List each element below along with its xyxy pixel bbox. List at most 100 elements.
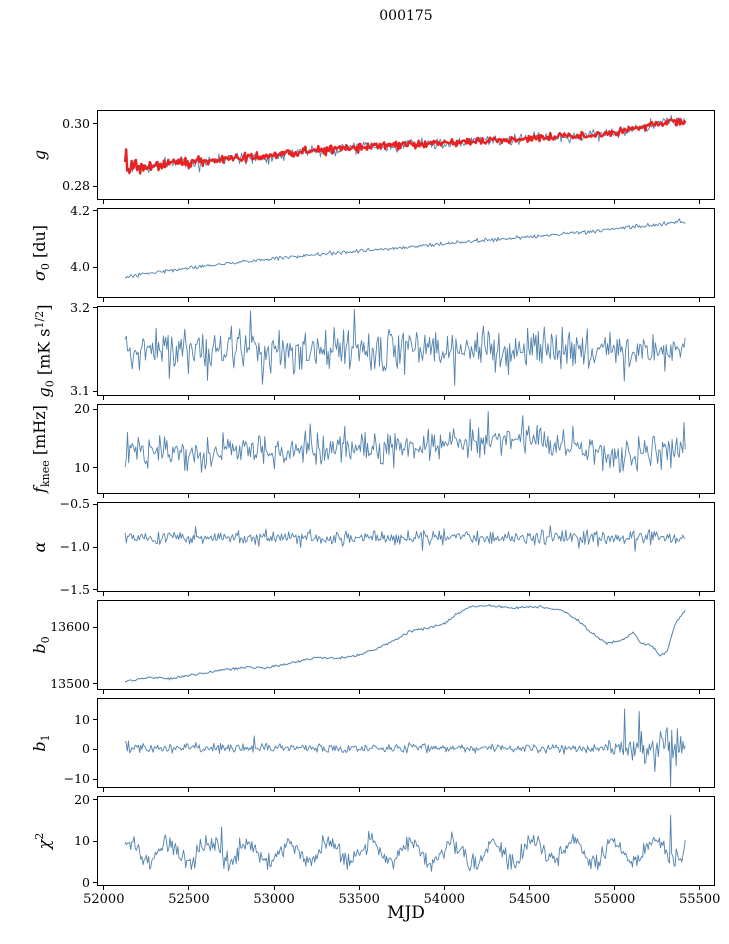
y-tick-mark xyxy=(93,185,97,187)
x-tick-mark xyxy=(188,298,190,302)
x-tick-mark xyxy=(443,298,445,302)
x-tick-label: 53000 xyxy=(253,892,295,907)
x-tick-mark xyxy=(273,592,275,596)
axes-frame xyxy=(97,698,715,788)
x-tick-mark xyxy=(614,592,616,596)
series-f-knee xyxy=(124,411,686,474)
axes-frame xyxy=(97,208,715,298)
y-tick-label: 20 xyxy=(74,791,90,807)
axes-frame xyxy=(97,110,715,200)
x-tick-mark xyxy=(528,592,530,596)
x-tick-label: 54500 xyxy=(508,892,551,907)
subplot-chi2-canvas xyxy=(97,796,715,886)
x-tick-mark xyxy=(443,788,445,792)
y-axis-label-part: ] xyxy=(34,304,54,311)
y-tick-label: 0.28 xyxy=(62,178,90,194)
y-tick-mark xyxy=(93,840,97,842)
figure-title: 000175 xyxy=(379,8,433,24)
x-tick-mark xyxy=(103,494,105,498)
y-axis-label-chi2: χ2 xyxy=(29,711,53,944)
subplot-alpha xyxy=(97,502,715,592)
y-tick-mark xyxy=(93,503,97,505)
subplot-b1-canvas xyxy=(97,698,715,788)
x-tick-label: 55500 xyxy=(678,892,721,907)
y-tick-label: −1.0 xyxy=(59,539,90,554)
x-tick-mark xyxy=(528,396,530,400)
y-tick-label: 4.2 xyxy=(70,202,90,218)
x-tick-mark xyxy=(358,690,360,694)
x-tick-mark xyxy=(614,886,616,890)
x-tick-mark xyxy=(614,494,616,498)
x-tick-mark xyxy=(614,298,616,302)
x-tick-mark xyxy=(103,592,105,596)
x-tick-mark xyxy=(273,788,275,792)
subplot-sigma0-canvas xyxy=(97,208,715,298)
x-tick-mark xyxy=(528,886,530,890)
x-tick-mark xyxy=(614,396,616,400)
y-tick-label: 10 xyxy=(74,459,90,475)
x-tick-mark xyxy=(273,396,275,400)
x-tick-mark xyxy=(188,396,190,400)
y-tick-mark xyxy=(93,589,97,591)
x-tick-mark xyxy=(188,592,190,596)
subplot-b1 xyxy=(97,698,715,788)
x-tick-mark xyxy=(188,200,190,204)
x-tick-mark xyxy=(443,494,445,498)
subplot-g0-canvas xyxy=(97,306,715,396)
x-tick-mark xyxy=(103,788,105,792)
y-tick-label: 13500 xyxy=(50,675,90,691)
x-tick-mark xyxy=(273,494,275,498)
x-tick-mark xyxy=(614,200,616,204)
axes-frame xyxy=(97,404,715,494)
x-tick-mark xyxy=(699,592,701,596)
x-tick-mark xyxy=(188,494,190,498)
y-tick-label: 20 xyxy=(74,401,90,417)
series-alpha xyxy=(124,525,686,552)
y-tick-label: −10 xyxy=(63,771,90,787)
series-b1 xyxy=(124,708,686,788)
x-tick-mark xyxy=(358,396,360,400)
x-tick-label: 53500 xyxy=(338,892,380,907)
y-tick-mark xyxy=(93,467,97,469)
x-tick-mark xyxy=(273,690,275,694)
x-tick-mark xyxy=(443,592,445,596)
series-b0 xyxy=(124,604,686,683)
y-tick-mark xyxy=(93,390,97,392)
y-tick-mark xyxy=(93,683,97,685)
x-tick-mark xyxy=(699,200,701,204)
y-tick-mark xyxy=(93,778,97,780)
subplot-b0-canvas xyxy=(97,600,715,690)
y-tick-label: 10 xyxy=(74,833,90,849)
x-tick-mark xyxy=(614,690,616,694)
y-tick-mark xyxy=(93,626,97,628)
y-tick-mark xyxy=(93,210,97,212)
x-tick-mark xyxy=(699,886,701,890)
y-tick-mark xyxy=(93,266,97,268)
x-tick-mark xyxy=(103,886,105,890)
y-tick-mark xyxy=(93,408,97,410)
x-tick-mark xyxy=(273,298,275,302)
x-tick-mark xyxy=(528,494,530,498)
x-tick-mark xyxy=(358,788,360,792)
subplot-g-canvas xyxy=(97,110,715,200)
y-tick-label: 3.1 xyxy=(70,383,90,398)
x-tick-mark xyxy=(103,396,105,400)
x-tick-label: 52500 xyxy=(168,892,210,907)
series-g0 xyxy=(124,308,686,386)
x-tick-mark xyxy=(358,494,360,498)
x-tick-mark xyxy=(103,298,105,302)
y-tick-mark xyxy=(93,546,97,548)
x-tick-mark xyxy=(699,396,701,400)
x-tick-mark xyxy=(528,690,530,694)
y-tick-mark xyxy=(93,123,97,125)
subplot-f_knee-canvas xyxy=(97,404,715,494)
x-tick-mark xyxy=(528,788,530,792)
x-tick-mark xyxy=(443,200,445,204)
series-chi2 xyxy=(124,814,686,872)
axes-frame xyxy=(97,502,715,592)
x-tick-mark xyxy=(188,886,190,890)
y-tick-mark xyxy=(93,719,97,721)
x-tick-label: 55000 xyxy=(593,892,636,907)
subplot-b0 xyxy=(97,600,715,690)
